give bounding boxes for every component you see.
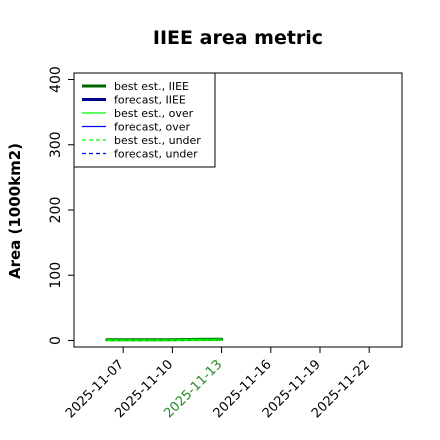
y-axis: 0 100 200 300 400: [48, 66, 74, 345]
series-line: [106, 338, 223, 341]
x-axis: 2025-11-072025-11-102025-11-132025-11-16…: [63, 347, 373, 421]
legend-box: [73, 72, 216, 168]
y-tick-label: 100: [48, 262, 64, 289]
y-tick-label: 200: [48, 197, 64, 224]
chart-title: IIEE area metric: [153, 27, 323, 49]
legend-label: best est., under: [114, 134, 201, 147]
legend-label: forecast, IIEE: [114, 94, 186, 107]
y-axis-label: Area (1000km2): [6, 143, 24, 279]
legend-label: best est., IIEE: [114, 80, 189, 93]
legend-label: forecast, over: [114, 121, 190, 134]
plot-area: [105, 337, 224, 342]
y-tick-label: 400: [48, 66, 64, 93]
y-tick-label: 0: [48, 336, 64, 345]
legend-label: best est., over: [114, 107, 194, 120]
legend-label: forecast, under: [114, 148, 198, 161]
y-tick-label: 300: [48, 131, 64, 158]
